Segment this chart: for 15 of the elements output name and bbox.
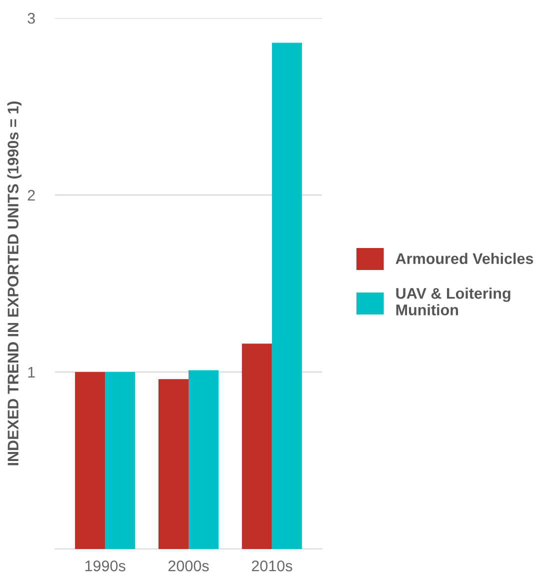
legend-label: UAV & Loitering Munition — [396, 288, 510, 316]
bar — [188, 370, 219, 549]
x-tick-label: 2010s — [252, 560, 292, 572]
bar — [242, 344, 272, 549]
legend-label: Armoured Vehicles — [396, 252, 534, 264]
y-tick-label: 2 — [28, 190, 35, 201]
bar — [75, 372, 106, 549]
bar — [272, 42, 302, 549]
x-tick-label: 2000s — [168, 560, 209, 572]
bar — [158, 379, 188, 549]
x-tick-label: 1990s — [85, 560, 126, 572]
y-tick-label: 1 — [28, 367, 35, 378]
bar — [105, 372, 136, 549]
y-tick-label: 3 — [28, 12, 35, 24]
y-axis-title: INDEXED TREND IN EXPORTED UNITS (1990s = 1) — [7, 102, 22, 466]
